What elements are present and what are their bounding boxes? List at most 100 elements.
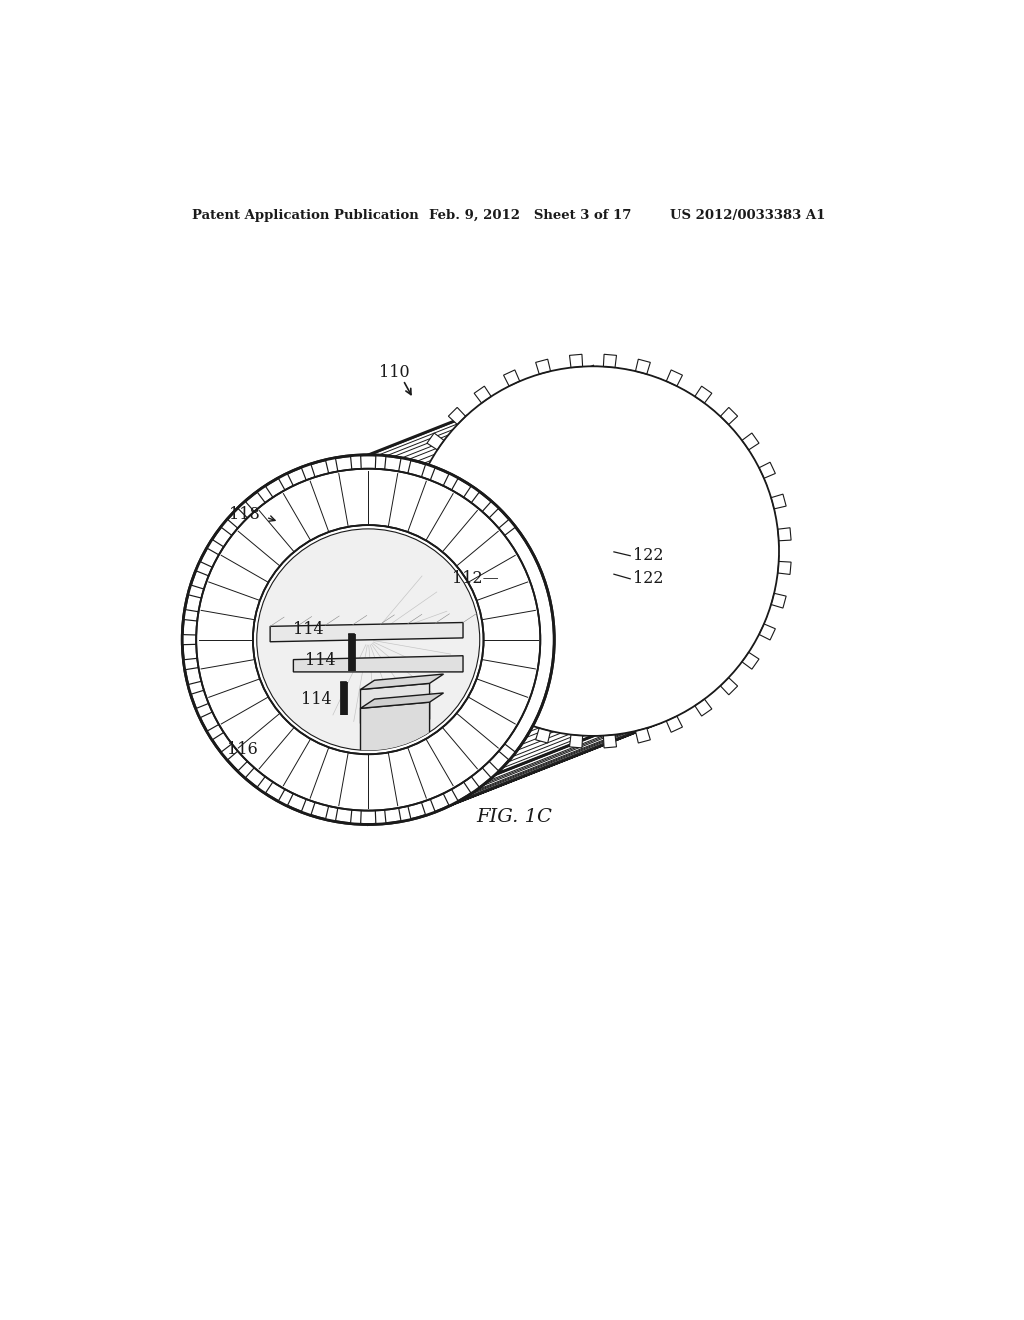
Polygon shape: [257, 776, 273, 793]
Polygon shape: [376, 809, 386, 824]
Polygon shape: [485, 690, 716, 783]
Polygon shape: [427, 652, 444, 669]
Polygon shape: [411, 462, 427, 478]
Polygon shape: [536, 359, 551, 374]
Polygon shape: [422, 799, 435, 816]
Polygon shape: [499, 519, 516, 536]
Polygon shape: [326, 458, 338, 474]
Polygon shape: [695, 700, 712, 715]
Text: 114: 114: [301, 692, 332, 709]
Polygon shape: [449, 677, 466, 694]
Polygon shape: [417, 727, 648, 818]
Text: Feb. 9, 2012   Sheet 3 of 17: Feb. 9, 2012 Sheet 3 of 17: [429, 209, 631, 222]
Polygon shape: [569, 354, 583, 367]
Polygon shape: [238, 502, 254, 517]
Polygon shape: [473, 700, 703, 792]
Polygon shape: [460, 391, 690, 482]
Polygon shape: [474, 387, 492, 403]
Polygon shape: [301, 463, 315, 480]
Polygon shape: [360, 702, 430, 755]
Polygon shape: [504, 370, 520, 387]
Polygon shape: [552, 570, 778, 667]
Polygon shape: [221, 519, 238, 536]
Polygon shape: [603, 735, 616, 748]
Polygon shape: [464, 486, 479, 503]
Polygon shape: [443, 789, 459, 807]
Polygon shape: [464, 776, 479, 793]
Polygon shape: [720, 408, 737, 425]
Polygon shape: [777, 561, 792, 574]
Polygon shape: [504, 715, 520, 733]
Polygon shape: [550, 510, 776, 605]
Polygon shape: [540, 480, 767, 576]
Polygon shape: [387, 734, 618, 824]
Text: 116: 116: [227, 742, 258, 758]
Polygon shape: [636, 729, 650, 743]
Polygon shape: [395, 528, 409, 541]
Polygon shape: [695, 387, 712, 403]
Text: FIG. 1C: FIG. 1C: [476, 808, 552, 826]
Text: US 2012/0033383 A1: US 2012/0033383 A1: [671, 209, 826, 222]
Polygon shape: [443, 474, 459, 490]
Polygon shape: [376, 455, 386, 470]
Polygon shape: [497, 680, 727, 774]
Polygon shape: [387, 367, 618, 457]
Polygon shape: [427, 433, 444, 450]
Ellipse shape: [257, 529, 480, 751]
Polygon shape: [417, 372, 648, 463]
Polygon shape: [350, 809, 361, 824]
Polygon shape: [771, 593, 786, 609]
Polygon shape: [771, 494, 786, 510]
Polygon shape: [517, 441, 746, 535]
Polygon shape: [742, 652, 759, 669]
Polygon shape: [445, 383, 677, 475]
Polygon shape: [546, 601, 772, 696]
Polygon shape: [401, 731, 634, 821]
Polygon shape: [221, 744, 238, 760]
Polygon shape: [422, 463, 435, 480]
Polygon shape: [369, 367, 779, 825]
Polygon shape: [499, 744, 516, 760]
Polygon shape: [360, 684, 430, 723]
Text: Patent Application Publication: Patent Application Publication: [191, 209, 418, 222]
Polygon shape: [777, 528, 792, 541]
Polygon shape: [546, 495, 772, 590]
Polygon shape: [534, 630, 762, 725]
Polygon shape: [508, 429, 737, 523]
Text: 122: 122: [633, 570, 664, 587]
Polygon shape: [350, 455, 361, 470]
Polygon shape: [485, 408, 716, 500]
Polygon shape: [526, 453, 755, 548]
Polygon shape: [187, 681, 204, 694]
Polygon shape: [554, 556, 779, 651]
Polygon shape: [399, 593, 415, 609]
Polygon shape: [432, 722, 664, 813]
Polygon shape: [257, 486, 273, 503]
Polygon shape: [279, 474, 293, 490]
Polygon shape: [667, 715, 682, 733]
Polygon shape: [401, 370, 634, 459]
Polygon shape: [238, 762, 254, 777]
Ellipse shape: [197, 469, 541, 810]
Polygon shape: [360, 675, 443, 689]
Text: 118: 118: [229, 506, 260, 523]
Polygon shape: [482, 762, 499, 777]
Polygon shape: [196, 704, 212, 718]
Polygon shape: [482, 502, 499, 517]
Polygon shape: [187, 585, 204, 598]
Polygon shape: [474, 700, 492, 715]
Polygon shape: [301, 799, 315, 816]
Polygon shape: [371, 735, 603, 825]
Polygon shape: [720, 677, 737, 694]
Polygon shape: [460, 709, 690, 801]
Polygon shape: [270, 623, 463, 642]
Polygon shape: [182, 635, 197, 644]
Polygon shape: [326, 807, 338, 821]
Text: 110: 110: [379, 364, 410, 381]
Polygon shape: [759, 462, 775, 478]
Polygon shape: [398, 458, 411, 474]
Polygon shape: [445, 715, 677, 808]
Polygon shape: [196, 561, 212, 576]
Text: 114: 114: [293, 622, 324, 638]
Polygon shape: [207, 725, 223, 741]
